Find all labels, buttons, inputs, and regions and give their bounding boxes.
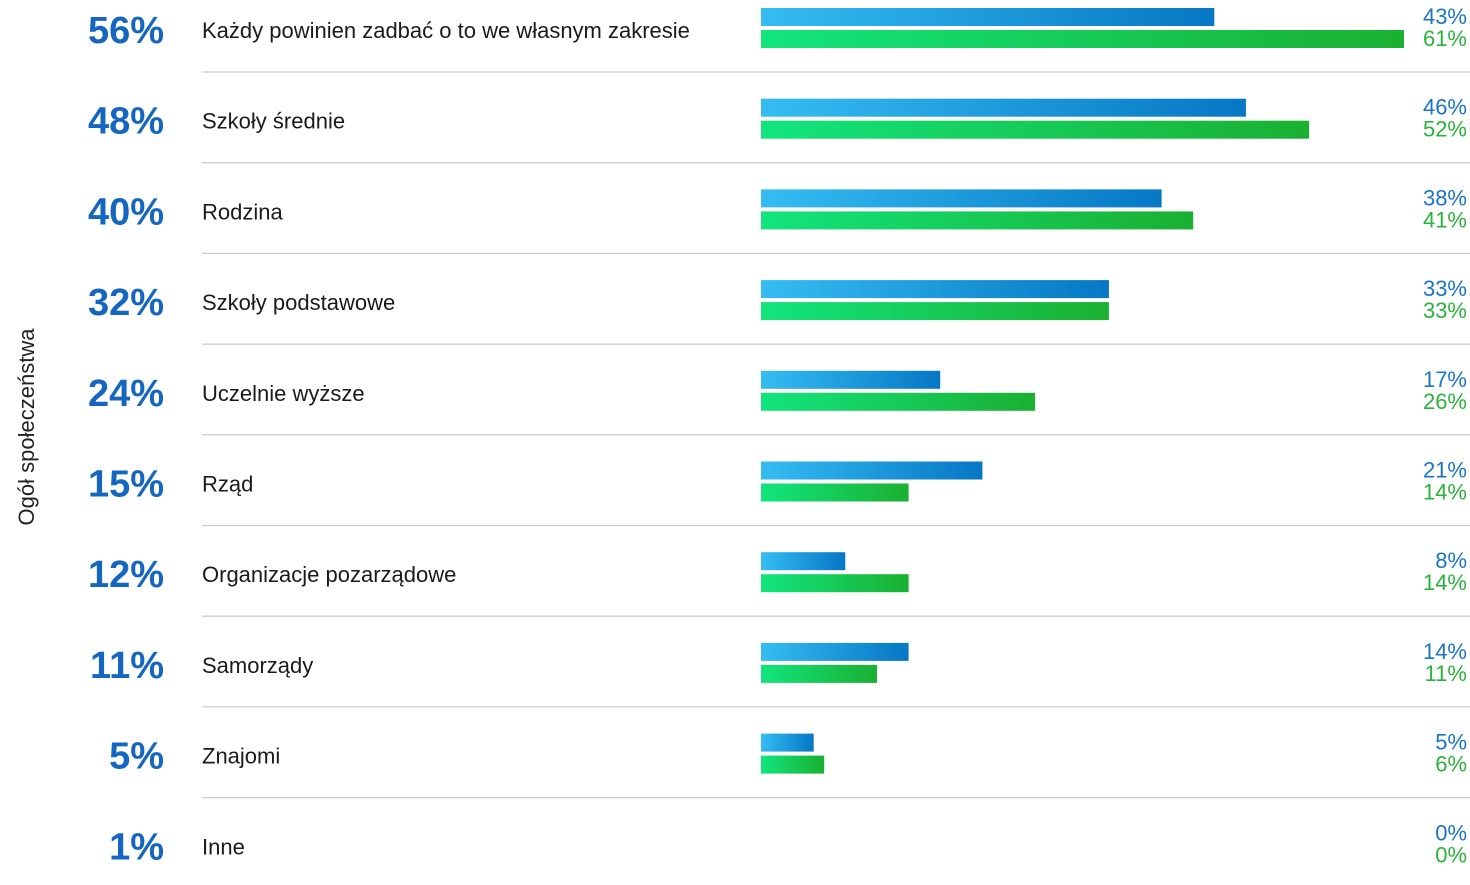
bar-series-green (761, 30, 1404, 48)
value-label-series-green: 14% (1423, 570, 1467, 595)
value-label-series-green: 61% (1423, 26, 1467, 51)
category-label: Rodzina (202, 199, 283, 224)
bar-series-green (761, 483, 909, 502)
value-label-series-green: 33% (1423, 298, 1467, 323)
total-label: 1% (109, 826, 164, 868)
value-label-series-green: 11% (1425, 661, 1467, 686)
total-label: 12% (88, 554, 164, 596)
bar-series-green (761, 574, 909, 593)
value-label-series-green: 6% (1435, 752, 1467, 777)
value-label-series-blue: 33% (1423, 276, 1467, 301)
value-label-series-green: 0% (1435, 842, 1467, 867)
value-label-series-blue: 0% (1435, 820, 1467, 845)
value-label-series-blue: 46% (1423, 95, 1467, 120)
total-label: 11% (90, 645, 164, 687)
chart-row: 32% Szkoły podstawowe 33%33% (88, 276, 1470, 345)
value-label-series-blue: 43% (1423, 4, 1467, 29)
bar-series-blue (761, 280, 1109, 299)
value-label-series-blue: 8% (1435, 548, 1467, 573)
bar-series-green (761, 392, 1036, 411)
category-label: Inne (202, 834, 245, 859)
value-label-series-blue: 38% (1423, 185, 1467, 210)
category-label: Uczelnie wyższe (202, 381, 365, 406)
category-label: Samorządy (202, 653, 313, 678)
chart-row: 24% Uczelnie wyższe 17%26% (88, 367, 1470, 436)
total-label: 24% (88, 373, 164, 415)
bar-series-blue (761, 370, 941, 389)
value-label-series-green: 14% (1423, 480, 1467, 505)
value-label-series-blue: 14% (1423, 639, 1467, 664)
value-label-series-blue: 21% (1423, 458, 1467, 483)
bar-series-blue (761, 8, 1215, 26)
total-label: 32% (88, 282, 164, 324)
bar-series-green (761, 664, 877, 683)
value-label-series-blue: 5% (1435, 730, 1467, 755)
chart-row: 56% Każdy powinien zadbać o to we własnym… (88, 4, 1470, 73)
category-label: Organizacje pozarządowe (202, 562, 456, 587)
value-label-series-blue: 17% (1423, 367, 1467, 392)
chart-row: 1% Inne 0%0% (109, 820, 1467, 868)
bar-series-blue (761, 733, 814, 752)
bar-series-green (761, 120, 1310, 139)
value-label-series-green: 52% (1423, 117, 1467, 142)
category-label: Rząd (202, 472, 253, 497)
category-label: Znajomi (202, 744, 280, 769)
category-label: Szkoły średnie (202, 109, 345, 134)
bar-series-green (761, 755, 825, 774)
total-label: 15% (88, 464, 164, 506)
value-label-series-green: 41% (1423, 207, 1467, 232)
bar-series-green (761, 211, 1194, 230)
total-label: 48% (88, 101, 164, 143)
category-label: Szkoły podstawowe (202, 290, 395, 315)
bar-series-blue (761, 461, 983, 480)
value-label-series-green: 26% (1423, 389, 1467, 414)
total-label: 5% (109, 736, 164, 778)
bar-series-blue (761, 189, 1162, 208)
chart-row: 12% Organizacje pozarządowe 8%14% (88, 548, 1470, 617)
chart-row: 48% Szkoły średnie 46%52% (88, 95, 1470, 164)
bar-series-blue (761, 98, 1246, 117)
total-label: 56% (88, 10, 164, 52)
bar-series-blue (761, 642, 909, 661)
bar-series-blue (761, 552, 846, 571)
bar-series-green (761, 302, 1109, 321)
category-label: Każdy powinien zadbać o to we własnym za… (202, 18, 690, 43)
chart-rows: 56% Każdy powinien zadbać o to we własnym… (88, 4, 1470, 868)
chart-row: 40% Rodzina 38%41% (88, 185, 1470, 255)
chart-row: 15% Rząd 21%14% (88, 458, 1470, 527)
total-label: 40% (88, 191, 164, 233)
side-label: Ogół społeczeństwa (14, 328, 39, 526)
